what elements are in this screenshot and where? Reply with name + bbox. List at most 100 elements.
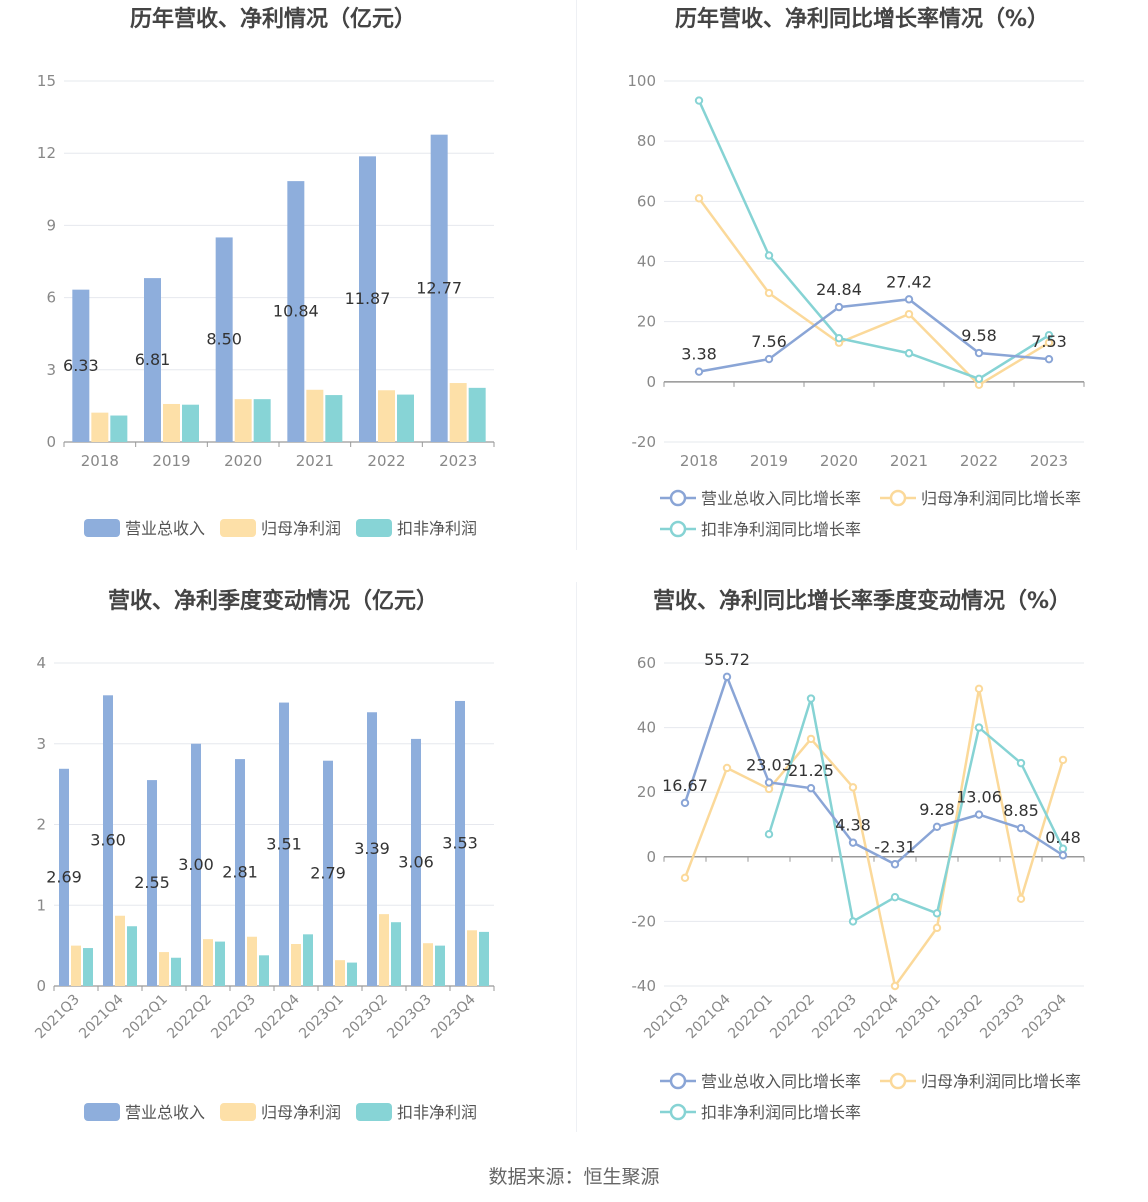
y-tick-label: 60 xyxy=(637,654,656,672)
bar-data-label: 2.81 xyxy=(222,863,258,882)
legend-label: 扣非净利润 xyxy=(397,1103,477,1122)
x-tick-label: 2023Q1 xyxy=(296,992,347,1043)
x-tick-label: 2018 xyxy=(680,452,718,470)
bar-data-label: 2.55 xyxy=(134,873,170,892)
legend-label: 扣非净利润 xyxy=(397,519,477,538)
data-source-label: 数据来源： xyxy=(488,1166,584,1188)
y-tick-label: 20 xyxy=(637,783,656,801)
bar-deducted-profit xyxy=(479,931,489,986)
bar-deducted-profit xyxy=(110,415,128,442)
y-tick-label: 12 xyxy=(37,144,56,162)
line-revenue-growth xyxy=(683,673,1064,866)
legend-marker xyxy=(669,1072,687,1090)
x-tick-label: 2022Q3 xyxy=(809,992,860,1043)
point-deducted-profit-growth xyxy=(1044,331,1054,340)
y-tick-label: 0 xyxy=(646,848,656,866)
line-net-profit-growth xyxy=(697,197,1050,387)
line-data-label: 8.85 xyxy=(1003,801,1039,820)
x-tick-label: 2021Q4 xyxy=(76,991,127,1042)
y-tick-label: 4 xyxy=(36,654,46,672)
x-tick-label: 2022Q2 xyxy=(164,992,215,1043)
data-source-value: 恒生聚源 xyxy=(583,1166,660,1188)
y-tick-label: 9 xyxy=(46,216,56,234)
vertical-divider-top xyxy=(576,0,577,550)
bar-revenue xyxy=(215,237,233,442)
point-net-profit-growth xyxy=(890,981,900,991)
bar-data-label: 2.79 xyxy=(310,863,346,882)
point-deducted-profit-growth xyxy=(932,909,942,918)
bar-net-profit xyxy=(291,944,301,986)
point-revenue-growth xyxy=(932,822,942,832)
bar-data-label: 11.87 xyxy=(345,289,391,308)
x-tick-label: 2021 xyxy=(296,452,334,470)
x-tick-label: 2022 xyxy=(367,452,405,470)
legend-label: 归母净利润同比增长率 xyxy=(921,1072,1081,1091)
point-revenue-growth xyxy=(848,838,858,847)
legend-label: 营业总收入同比增长率 xyxy=(701,1072,861,1091)
y-tick-label: 2 xyxy=(36,816,46,834)
point-revenue-growth xyxy=(974,348,984,358)
legend-label: 归母净利润同比增长率 xyxy=(921,489,1081,508)
bar-data-label: 8.50 xyxy=(206,330,242,349)
bar-net-profit xyxy=(379,914,389,986)
point-revenue-growth xyxy=(722,672,732,682)
y-tick-label: 40 xyxy=(637,719,656,737)
x-tick-label: 2018 xyxy=(81,452,119,470)
bar-deducted-profit xyxy=(259,955,269,986)
legend-marker xyxy=(669,489,687,507)
quarterly-growth-rate-chart: 营收、净利同比增长率季度变动情况（%）-40-2002040602021Q320… xyxy=(632,588,1085,1122)
bar-revenue xyxy=(367,712,377,986)
chart-title: 营收、净利同比增长率季度变动情况（%） xyxy=(653,588,1071,614)
legend-marker xyxy=(889,1072,907,1090)
x-tick-label: 2023 xyxy=(1030,452,1068,470)
point-revenue-growth xyxy=(890,860,900,869)
point-deducted-profit-growth xyxy=(764,251,774,260)
bar-data-label: 3.06 xyxy=(398,852,434,871)
bar-net-profit xyxy=(449,383,467,442)
line-data-label: 9.58 xyxy=(961,326,997,345)
bar-net-profit xyxy=(71,945,81,986)
bar-data-label: 3.39 xyxy=(354,839,390,858)
legend-swatch xyxy=(356,519,392,537)
bar-deducted-profit xyxy=(215,941,225,986)
point-deducted-profit-growth xyxy=(694,96,704,105)
line-deducted-profit-growth xyxy=(767,698,1065,924)
bar-revenue xyxy=(59,768,69,986)
point-revenue-growth xyxy=(680,798,690,808)
bar-revenue xyxy=(144,278,161,442)
bar-deducted-profit xyxy=(325,395,343,442)
bar-net-profit xyxy=(203,939,213,986)
line-data-label: 55.72 xyxy=(704,650,750,669)
x-tick-label: 2020 xyxy=(820,452,858,470)
point-net-profit-growth xyxy=(1058,755,1068,765)
annual-revenue-profit-panel: 历年营收、净利情况（亿元） 0 3 6 9 12 15 2018 2019 2020 2021 202… xyxy=(0,0,574,580)
bar-revenue xyxy=(103,695,113,986)
bar-revenue xyxy=(430,134,448,442)
y-tick-label: -20 xyxy=(632,912,657,930)
bar-revenue xyxy=(359,156,376,442)
y-tick-label: 100 xyxy=(627,72,656,90)
point-deducted-profit-growth xyxy=(764,829,774,839)
y-tick-label: -20 xyxy=(632,433,657,451)
legend-label: 扣非净利润同比增长率 xyxy=(701,520,861,539)
legend-label: 营业总收入 xyxy=(125,519,205,538)
point-revenue-growth xyxy=(904,295,914,304)
line-data-label: 3.38 xyxy=(681,345,717,364)
point-net-profit-growth xyxy=(722,763,732,773)
y-tick-label: 0 xyxy=(36,977,46,995)
bar-net-profit xyxy=(335,960,345,986)
point-net-profit-growth xyxy=(806,734,816,744)
bar-revenue xyxy=(411,738,421,986)
x-tick-label: 2023Q2 xyxy=(935,992,986,1043)
y-tick-label: 6 xyxy=(46,289,56,307)
x-tick-label: 2021Q3 xyxy=(32,992,83,1043)
point-revenue-growth xyxy=(694,367,704,376)
bar-deducted-profit xyxy=(397,394,414,442)
bar-deducted-profit xyxy=(182,404,199,442)
bar-net-profit xyxy=(467,930,477,986)
chart-title: 历年营收、净利情况（亿元） xyxy=(130,6,416,32)
quarterly-growth-rate-panel: 营收、净利同比增长率季度变动情况（%） -40 -20 0 20 40 60 2021Q3 20… xyxy=(574,582,1148,1162)
point-deducted-profit-growth xyxy=(904,349,914,358)
x-tick-label: 2022Q4 xyxy=(252,991,303,1042)
bar-net-profit xyxy=(378,390,395,442)
